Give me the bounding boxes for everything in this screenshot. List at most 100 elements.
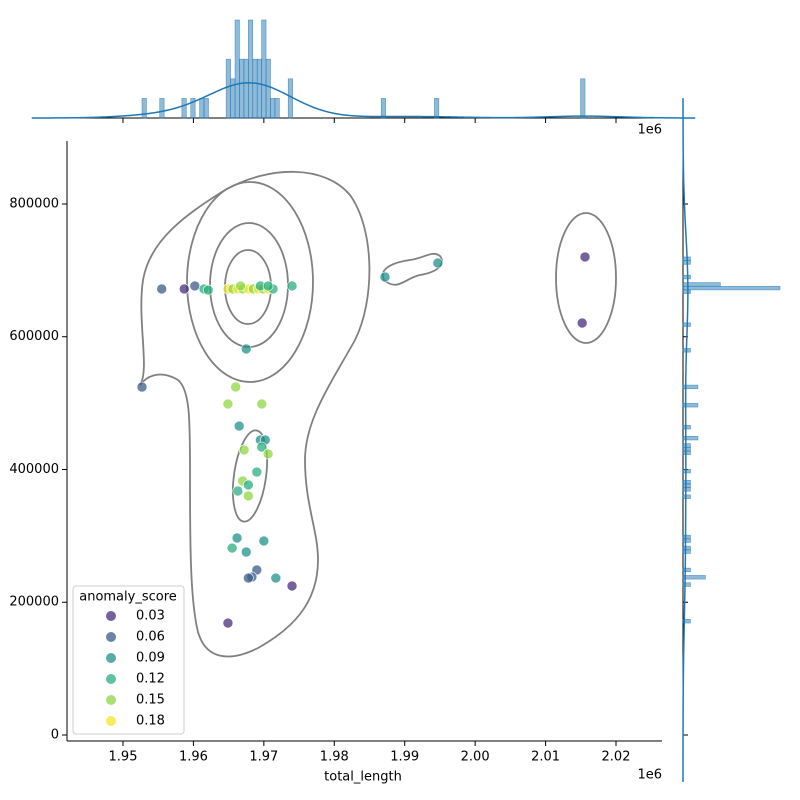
histogram-bar (199, 98, 205, 119)
histogram-bar (682, 468, 691, 474)
x-tick-label: 1.98 (320, 750, 349, 765)
histogram-bar (380, 98, 386, 119)
y-tick-label: 600000 (9, 329, 59, 344)
point (262, 448, 274, 460)
y-tick-label: 0 (51, 727, 59, 742)
kde-contour (232, 429, 268, 523)
legend-label: 0.15 (136, 693, 165, 708)
histogram-bar (682, 538, 691, 543)
point (232, 485, 244, 497)
legend-marker (106, 653, 116, 663)
histogram-bar (682, 425, 691, 430)
x-tick-label: 1.96 (179, 750, 208, 765)
point (262, 280, 274, 292)
point (178, 283, 190, 295)
point (222, 617, 234, 629)
y-tick-label: 200000 (9, 595, 59, 610)
point (270, 572, 282, 584)
histogram-bar (234, 19, 240, 119)
point (136, 381, 148, 393)
histogram-bar (682, 619, 691, 624)
histogram-bar (682, 285, 781, 291)
kde-line (682, 98, 689, 782)
point (258, 535, 270, 547)
x-offset-label: 1e6 (637, 123, 662, 138)
histogram-bar (265, 58, 271, 119)
kde-line (31, 82, 696, 119)
histogram-bar (181, 98, 187, 119)
point (379, 271, 391, 283)
point (240, 343, 252, 355)
point (243, 490, 254, 502)
point (286, 280, 298, 292)
y-tick-label: 800000 (9, 196, 59, 211)
kde-contours (139, 170, 617, 658)
histogram-bar (682, 545, 691, 551)
legend-marker (106, 716, 116, 726)
histogram-bar (682, 289, 691, 294)
point (256, 398, 268, 410)
legend-label: 0.09 (136, 651, 165, 666)
point (235, 280, 246, 292)
point (230, 381, 241, 393)
kde-contour (381, 252, 443, 286)
histogram-bar (239, 58, 245, 119)
histogram-bar (243, 58, 249, 119)
histogram-bar (682, 487, 691, 492)
point (251, 466, 263, 478)
x-tick-label: 2.02 (602, 750, 631, 765)
point (202, 284, 214, 296)
histogram-bar (434, 98, 440, 119)
legend-box (72, 585, 185, 735)
histogram-bar (256, 58, 262, 119)
histogram-bar (682, 403, 699, 408)
histogram-bar (159, 98, 165, 119)
histogram-bar (682, 447, 691, 452)
histogram-bar (203, 98, 209, 119)
point (156, 283, 168, 295)
histogram-bar (682, 479, 691, 485)
legend-label: 0.18 (136, 714, 165, 729)
histogram-bar (682, 450, 691, 455)
legend-marker (106, 632, 116, 642)
point (222, 398, 234, 410)
point (238, 444, 250, 456)
kde-contour (139, 170, 371, 658)
histogram-bar (248, 19, 254, 119)
point (243, 479, 254, 491)
histogram-bar (190, 98, 196, 119)
point (576, 317, 588, 329)
point (189, 280, 201, 292)
histogram-bar (682, 384, 699, 390)
point (233, 420, 245, 432)
legend-label: 0.03 (136, 609, 165, 624)
histogram-bar (682, 567, 691, 573)
y-tick-label: 400000 (9, 462, 59, 477)
histogram-bar (225, 58, 231, 119)
histogram-bar (287, 78, 293, 119)
histogram-bar (141, 98, 147, 119)
point (243, 572, 254, 584)
histogram-bar (261, 19, 267, 119)
x-tick-label: 1.95 (109, 750, 138, 765)
histogram-bar (682, 575, 706, 580)
point (286, 580, 298, 592)
x-tick-label: 2.00 (461, 750, 490, 765)
point (226, 542, 238, 554)
x-tick-label: 1.99 (390, 750, 419, 765)
histogram-bar (682, 436, 699, 441)
histogram-bar (682, 549, 691, 554)
histogram-bar (682, 582, 691, 587)
histogram-bar (252, 58, 258, 119)
legend-marker (106, 611, 116, 621)
legend-marker (106, 674, 116, 684)
point (432, 257, 444, 269)
x-tick-label: 1.97 (249, 750, 278, 765)
point (579, 251, 591, 263)
legend-label: 0.12 (136, 672, 165, 687)
x-axis-label: total_length (324, 770, 402, 785)
histogram-bar (682, 274, 691, 280)
histogram-bar (270, 98, 276, 119)
legend-title: anomaly_score (79, 590, 177, 605)
